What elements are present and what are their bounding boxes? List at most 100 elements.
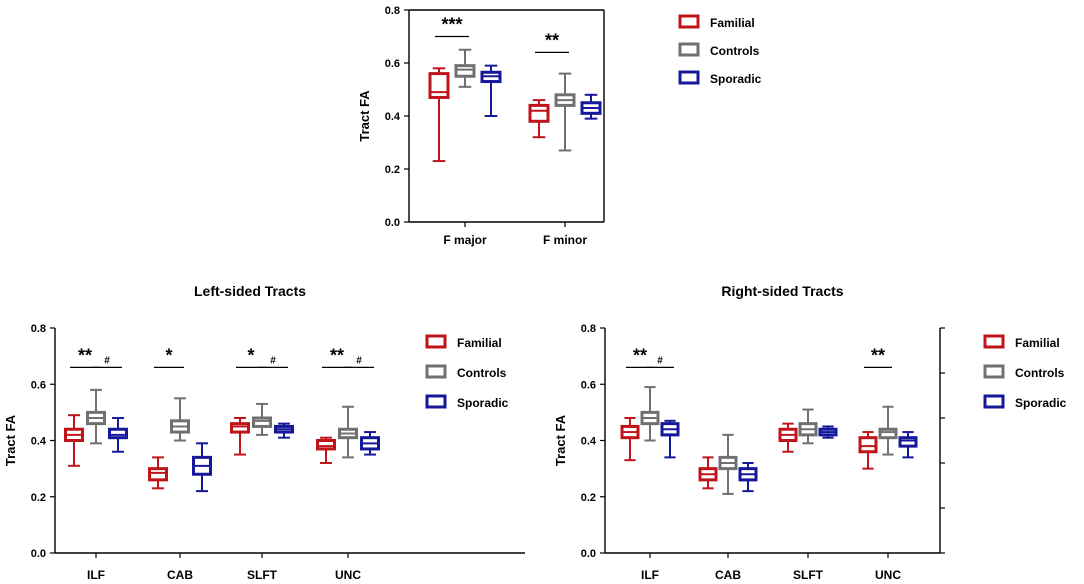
significance-label: *** xyxy=(441,15,462,35)
significance-label: ** xyxy=(545,30,559,50)
x-tick-label: CAB xyxy=(715,568,741,582)
box-familial-unc xyxy=(316,436,336,464)
box-body xyxy=(316,439,336,451)
x-tick-label: UNC xyxy=(335,568,361,582)
box-sporadic-f-major xyxy=(480,64,502,117)
legend-label-familial: Familial xyxy=(1015,336,1060,350)
y-tick-label: 0.2 xyxy=(581,492,596,504)
legend-label-sporadic: Sporadic xyxy=(457,396,509,410)
box-sporadic-ilf xyxy=(108,417,128,453)
box-sporadic-f-minor xyxy=(580,93,602,120)
box-familial-cab xyxy=(148,456,168,490)
box-familial-unc xyxy=(858,431,878,470)
legend-label-sporadic: Sporadic xyxy=(1015,396,1067,410)
y-tick-label: 0.8 xyxy=(385,5,400,17)
box-body xyxy=(230,422,250,434)
x-tick-label: SLFT xyxy=(247,568,278,582)
y-tick-label: 0.8 xyxy=(581,323,596,335)
box-sporadic-cab xyxy=(738,462,758,493)
box-sporadic-slft xyxy=(818,425,838,439)
y-tick-label: 0.6 xyxy=(385,58,400,70)
x-tick-label: SLFT xyxy=(793,568,824,582)
significance-label: * xyxy=(165,345,172,365)
significance-label: ** xyxy=(78,345,92,365)
y-tick-label: 0.8 xyxy=(31,323,46,335)
legend-label-familial: Familial xyxy=(710,16,755,30)
box-familial-cab xyxy=(698,456,718,490)
significance-label: # xyxy=(270,355,276,366)
box-controls-cab xyxy=(170,397,190,442)
significance-label: # xyxy=(356,355,362,366)
y-axis-title: Tract FA xyxy=(357,90,372,142)
chart-panel-2: 0.0 0.2 0.4 0.6 0.8 Tract FA Left-sided Tracts… xyxy=(3,283,525,582)
box-controls-unc xyxy=(878,405,898,456)
chart-title: Left-sided Tracts xyxy=(194,283,306,299)
significance-label: # xyxy=(657,355,663,366)
x-tick-label: F major xyxy=(443,233,487,247)
y-tick-label: 0.2 xyxy=(31,492,46,504)
x-tick-label: CAB xyxy=(167,568,193,582)
box-familial-slft xyxy=(778,422,798,453)
y-tick-label: 0.4 xyxy=(581,436,597,448)
y-tick-label: 0.4 xyxy=(385,111,401,123)
box-controls-f-major xyxy=(454,48,476,88)
chart-panel-3: 0.0 0.2 0.4 0.6 0.8 Tract FA Right-sided Tract… xyxy=(553,283,1067,582)
legend-swatch-sporadic xyxy=(425,394,447,409)
box-sporadic-ilf xyxy=(660,419,680,459)
box-body xyxy=(428,72,450,99)
significance-label: # xyxy=(104,355,110,366)
box-body xyxy=(878,427,898,440)
legend-swatch-sporadic xyxy=(983,394,1005,409)
box-familial-f-minor xyxy=(528,99,550,139)
y-tick-label: 0.6 xyxy=(581,379,596,391)
y-tick-label: 0.6 xyxy=(31,379,46,391)
box-body xyxy=(252,416,272,428)
legend-label-familial: Familial xyxy=(457,336,502,350)
x-tick-label: ILF xyxy=(641,568,659,582)
box-sporadic-unc xyxy=(360,431,380,456)
box-body xyxy=(898,436,918,448)
y-tick-label: 0.0 xyxy=(31,548,46,560)
box-sporadic-unc xyxy=(898,431,918,459)
legend-label-sporadic: Sporadic xyxy=(710,72,762,86)
box-controls-f-minor xyxy=(554,72,576,152)
box-body xyxy=(148,467,168,482)
y-axis-title: Tract FA xyxy=(3,414,18,466)
x-tick-label: F minor xyxy=(543,233,587,247)
y-axis-title: Tract FA xyxy=(553,414,568,466)
box-familial-f-major xyxy=(428,67,450,163)
box-controls-ilf xyxy=(640,386,660,442)
box-controls-unc xyxy=(338,405,358,459)
box-controls-ilf xyxy=(86,388,106,445)
box-body xyxy=(454,64,476,78)
x-tick-label: ILF xyxy=(87,568,105,582)
y-tick-label: 0.2 xyxy=(385,164,400,176)
box-familial-ilf xyxy=(64,414,84,467)
box-sporadic-cab xyxy=(192,442,212,493)
legend-swatch-controls xyxy=(983,364,1005,379)
box-familial-slft xyxy=(230,417,250,456)
y-tick-label: 0.0 xyxy=(581,548,596,560)
chart-title: Right-sided Tracts xyxy=(721,283,843,299)
box-familial-ilf xyxy=(620,417,640,462)
significance-label: * xyxy=(247,345,254,365)
legend-swatch-sporadic xyxy=(678,70,700,85)
box-controls-slft xyxy=(252,402,272,436)
legend-swatch-familial xyxy=(983,334,1005,349)
box-sporadic-slft xyxy=(274,422,294,439)
legend-label-controls: Controls xyxy=(1015,366,1065,380)
x-tick-label: UNC xyxy=(875,568,901,582)
legend-swatch-familial xyxy=(678,14,700,29)
y-tick-label: 0.4 xyxy=(31,436,47,448)
box-controls-slft xyxy=(798,408,818,445)
legend-label-controls: Controls xyxy=(457,366,507,380)
box-body xyxy=(108,427,128,440)
legend-label-controls: Controls xyxy=(710,44,760,58)
significance-label: ** xyxy=(633,345,647,365)
legend-swatch-controls xyxy=(425,364,447,379)
box-controls-cab xyxy=(718,433,738,495)
box-body xyxy=(858,436,878,454)
significance-label: ** xyxy=(330,345,344,365)
